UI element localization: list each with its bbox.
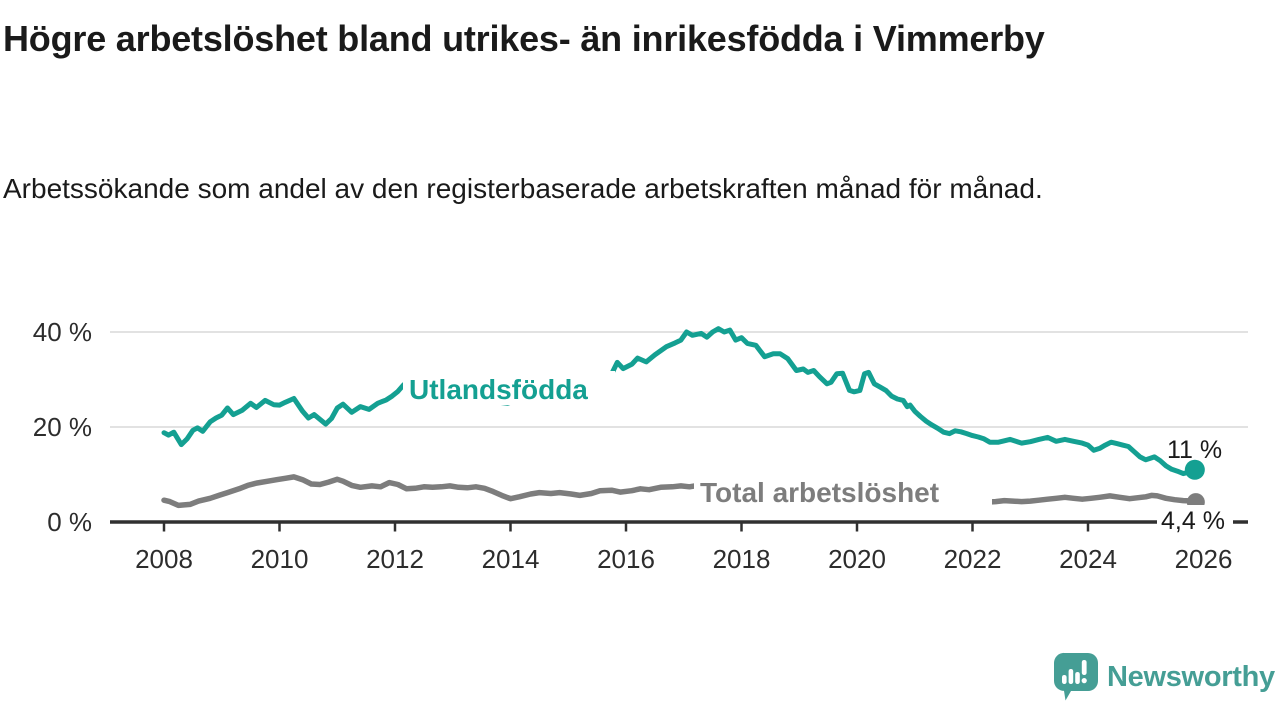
total-end-value-bg [1157,505,1233,535]
x-tick-label: 2018 [713,544,771,574]
logo-exclamation-dot [1081,678,1087,684]
x-tick-label: 2020 [828,544,886,574]
utlandsfodda-end-dot [1184,459,1205,480]
total-arbetsloshet-line [161,474,1198,509]
utlandsfodda-end-value: 11 % [1167,436,1222,464]
utlandsfodda-series-label: Utlandsfödda [409,374,588,405]
logo-bar-3 [1075,672,1080,684]
x-tick-label: 2014 [482,544,540,574]
x-tick-label: 2012 [366,544,424,574]
newsworthy-logo-icon [1054,652,1098,701]
brand-name: Newsworthy [1107,660,1275,693]
line-chart-canvas: 0 % 20 % 40 % 2008 2010 2012 2014 2016 2018 2020 2… [33,317,1248,574]
x-tick-label: 2024 [1059,544,1117,574]
utlandsfodda-label-bg [403,371,615,405]
x-tick-label: 2022 [944,544,1002,574]
total-arbetsloshet-series-label: Total arbetslöshet [700,477,939,508]
y-tick-label: 20 % [33,412,92,442]
page-subtitle: Arbetssökande som andel av den registerb… [3,173,1043,204]
x-tick-label: 2010 [251,544,309,574]
logo-exclamation-bar [1081,660,1087,675]
utlandsfodda-line [161,326,1198,477]
y-tick-label: 40 % [33,317,92,347]
x-tick-label: 2008 [135,544,193,574]
total-label-bg [694,474,992,508]
logo-bar-2 [1068,669,1074,684]
x-tick-label: 2026 [1175,544,1233,574]
line-chart: 0 % 20 % 40 % 2008 2010 2012 2014 2016 2018 2020 2… [0,295,1280,595]
logo-bar-1 [1062,675,1067,684]
brand-footer: Newsworthy [1053,652,1275,702]
page-title: Högre arbetslöshet bland utrikes- än inr… [3,18,1045,59]
total-end-value: 4,4 % [1161,507,1225,535]
x-tick-label: 2016 [597,544,655,574]
y-tick-label: 0 % [47,507,92,537]
